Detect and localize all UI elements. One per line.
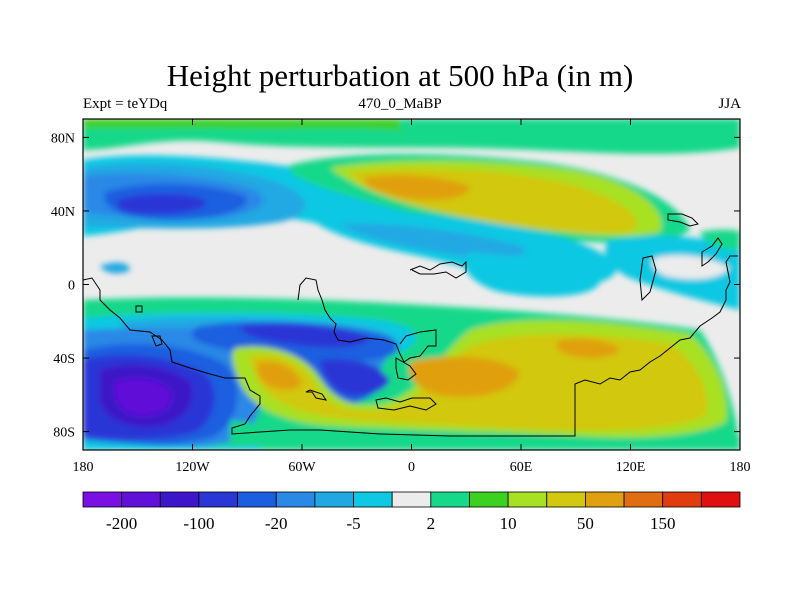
colorbar-swatch (159, 491, 200, 508)
colorbar-swatch (353, 491, 393, 508)
colorbar-label: -5 (346, 514, 360, 533)
colorbar-swatch (585, 491, 625, 508)
y-tick-label: 80N (51, 131, 75, 146)
colorbar-swatch (430, 491, 470, 508)
colorbar-label: -200 (106, 514, 137, 533)
x-tick-label: 60W (288, 460, 316, 475)
y-tick-label: 40N (51, 205, 75, 220)
map-title: Height perturbation at 500 hPa (in m) (166, 58, 634, 93)
colorbar: -200 -100 -20 -5 2 10 50 150 (82, 491, 741, 533)
x-tick-label: 120W (175, 460, 210, 475)
coastline-outlines (83, 213, 738, 437)
colorbar-swatch (469, 491, 509, 508)
colorbar-swatch (391, 491, 432, 508)
colorbar-label: 150 (650, 514, 676, 533)
colorbar-swatch (507, 491, 548, 508)
colorbar-label: -100 (183, 514, 214, 533)
colorbar-label: -20 (265, 514, 288, 533)
colorbar-swatch (275, 491, 316, 508)
x-tick-label: 0 (408, 460, 415, 475)
colorbar-swatch (314, 491, 354, 508)
y-tick-label: 80S (53, 426, 75, 441)
colorbar-swatch (237, 491, 277, 508)
colorbar-label: 2 (427, 514, 436, 533)
x-tick-label: 180 (73, 460, 94, 475)
timeslice-label: 470_0_MaBP (358, 96, 442, 112)
colorbar-swatch (82, 491, 123, 508)
x-tick-label: 120E (616, 460, 646, 475)
colorbar-swatch (662, 491, 702, 508)
x-tick-label: 60E (510, 460, 533, 475)
y-tick-label: 0 (68, 279, 75, 294)
colorbar-swatch (623, 491, 664, 508)
latitude-axis: 80N 40N 0 40S 80S (51, 131, 740, 441)
colorbar-swatch (700, 491, 741, 508)
y-tick-label: 40S (53, 352, 75, 367)
colorbar-label: 10 (500, 514, 517, 533)
experiment-label: Expt = teYDq (83, 96, 168, 112)
season-label: JJA (718, 96, 741, 112)
colorbar-swatch (198, 491, 238, 508)
colorbar-swatch (121, 491, 161, 508)
colorbar-swatch (546, 491, 586, 508)
contour-field (83, 119, 740, 450)
longitude-axis: 180 120W 60W 0 60E 120E 180 (73, 119, 751, 475)
x-tick-label: 180 (730, 460, 751, 475)
colorbar-label: 50 (577, 514, 594, 533)
